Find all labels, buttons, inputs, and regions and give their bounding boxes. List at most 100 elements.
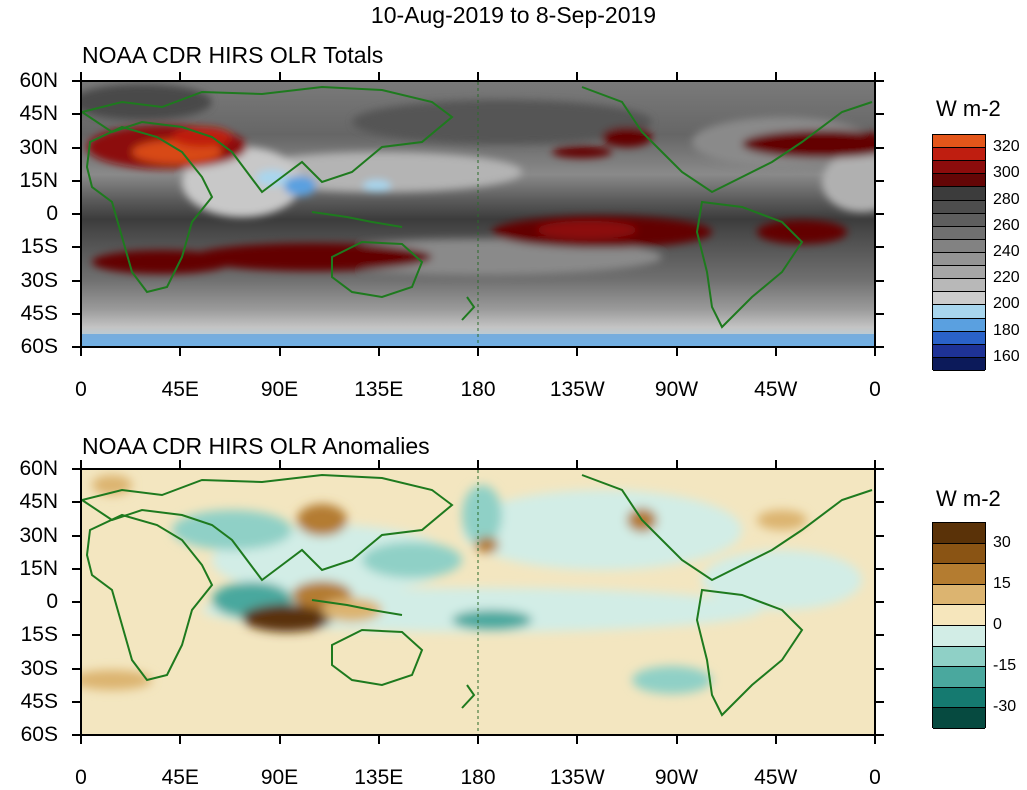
lat-tick: [876, 213, 884, 215]
colorbar-segment: [933, 279, 985, 293]
lat-label: 30N: [19, 135, 58, 159]
main-title: 10-Aug-2019 to 8-Sep-2019: [370, 2, 657, 28]
lon-tick: [477, 72, 479, 80]
totals-field: [82, 82, 874, 346]
lat-label: 30S: [20, 656, 58, 680]
lon-tick: [377, 736, 380, 744]
colorbar-segment: [933, 252, 985, 267]
lat-tick: [72, 667, 80, 670]
anomalies-panel-title: NOAA CDR HIRS OLR Anomalies: [82, 433, 430, 459]
colorbar-segment: [933, 200, 985, 214]
colorbar-segment: [933, 584, 985, 606]
lat-tick: [876, 567, 884, 570]
lat-label: 60S: [20, 723, 58, 746]
colorbar-label: 30: [993, 533, 1011, 551]
lat-label: 45N: [19, 490, 58, 514]
lon-label: 180: [460, 378, 496, 401]
colorbar-label: 15: [993, 574, 1011, 592]
lat-tick: [72, 634, 80, 637]
colorbar-label: 180: [993, 321, 1020, 339]
lon-tick: [179, 460, 182, 468]
lon-tick: [675, 736, 678, 744]
colorbar-label: 300: [993, 164, 1020, 182]
lon-label: 45E: [161, 378, 199, 401]
totals-colorbar-units: W m-2: [936, 96, 1001, 121]
colorbar-segment: [933, 239, 985, 253]
anomalies-colorbar-units: W m-2: [936, 486, 1001, 511]
lat-label: 30N: [19, 523, 58, 547]
lat-tick: [876, 501, 884, 504]
totals-coastlines: [82, 85, 873, 329]
lon-label: 90E: [260, 766, 299, 789]
lon-tick: [774, 72, 777, 80]
lon-tick: [774, 348, 777, 356]
lon-tick: [675, 460, 678, 468]
totals-panel-title: NOAA CDR HIRS OLR Totals: [82, 42, 384, 68]
lat-tick: [876, 312, 884, 315]
anomalies-colorbar: [932, 522, 986, 729]
colorbar-segment: [933, 564, 985, 585]
colorbar-segment: [933, 161, 985, 175]
colorbar-segment: [933, 708, 985, 729]
lat-tick: [72, 213, 80, 215]
lon-label: 45W: [754, 766, 798, 789]
lat-tick: [72, 534, 80, 537]
lat-tick: [72, 80, 80, 82]
colorbar-segment: [933, 605, 985, 626]
colorbar-segment: [933, 687, 985, 709]
lat-tick: [72, 501, 80, 504]
lat-tick: [72, 601, 80, 603]
lon-tick: [377, 72, 380, 80]
lat-tick: [72, 312, 80, 315]
lon-tick: [576, 736, 579, 744]
anomalies-map: [80, 468, 876, 736]
colorbar-label: 320: [993, 138, 1020, 156]
lat-tick: [72, 146, 80, 149]
lat-label: 0: [46, 590, 58, 613]
lon-label: 0: [75, 378, 87, 401]
lon-label: 135W: [549, 766, 605, 789]
totals-features: [82, 84, 874, 275]
colorbar-label: -30: [993, 698, 1017, 716]
lon-tick: [477, 460, 479, 468]
colorbar-label: 280: [993, 190, 1020, 208]
lat-tick: [72, 567, 80, 570]
lat-tick: [876, 700, 884, 703]
lon-tick: [278, 348, 281, 356]
colorbar-segment: [933, 135, 985, 149]
totals-colorbar: [932, 134, 986, 371]
lat-tick: [876, 634, 884, 637]
totals-map: [80, 80, 876, 348]
lat-label: 45N: [19, 102, 58, 126]
lat-tick: [72, 700, 80, 703]
lat-label: 30S: [20, 268, 58, 292]
colorbar-segment: [933, 523, 985, 544]
lon-tick: [874, 72, 876, 80]
lon-tick: [80, 72, 82, 80]
colorbar-segment: [933, 625, 985, 647]
lon-tick: [179, 72, 182, 80]
lon-label: 180: [460, 766, 496, 789]
lon-label: 90W: [654, 766, 699, 789]
colorbar-segment: [933, 344, 985, 358]
colorbar-segment: [933, 148, 985, 162]
lat-tick: [876, 534, 884, 537]
lon-label: 90E: [260, 378, 299, 401]
lon-label: 135E: [354, 766, 404, 789]
lon-tick: [377, 348, 380, 356]
lon-tick: [675, 72, 678, 80]
colorbar-segment: [933, 292, 985, 306]
lon-tick: [576, 460, 579, 468]
lon-tick: [278, 72, 281, 80]
colorbar-segment: [933, 213, 985, 227]
lat-tick: [876, 113, 884, 116]
lon-label: 135W: [549, 378, 605, 401]
colorbar-label: 220: [993, 269, 1020, 287]
lat-tick: [876, 146, 884, 149]
lat-tick: [72, 113, 80, 116]
colorbar-segment: [933, 331, 985, 345]
colorbar-label: 200: [993, 295, 1020, 313]
lon-tick: [179, 348, 182, 356]
lon-tick: [874, 736, 876, 744]
lon-tick: [80, 348, 82, 356]
